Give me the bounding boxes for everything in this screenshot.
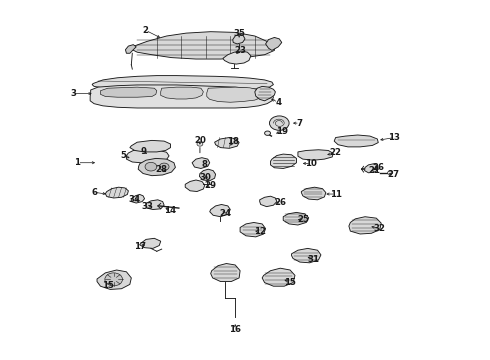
- Text: 26: 26: [372, 163, 384, 172]
- Text: 2: 2: [143, 26, 148, 35]
- Text: 15: 15: [284, 278, 296, 287]
- Text: 33: 33: [141, 202, 153, 211]
- Text: 21: 21: [369, 166, 381, 175]
- Text: 8: 8: [202, 160, 208, 169]
- Text: 10: 10: [305, 159, 317, 168]
- Polygon shape: [283, 212, 309, 225]
- Polygon shape: [301, 187, 326, 200]
- Text: 23: 23: [234, 46, 246, 55]
- Text: 13: 13: [389, 133, 400, 142]
- Polygon shape: [185, 180, 205, 192]
- Polygon shape: [255, 86, 275, 101]
- Text: 1: 1: [74, 158, 80, 167]
- Text: 16: 16: [229, 325, 241, 333]
- Polygon shape: [262, 268, 295, 286]
- Text: 22: 22: [330, 148, 342, 157]
- Polygon shape: [131, 194, 145, 203]
- Polygon shape: [207, 87, 264, 102]
- Polygon shape: [292, 248, 321, 263]
- Text: 20: 20: [194, 136, 206, 145]
- Text: 35: 35: [233, 30, 245, 39]
- Text: 9: 9: [140, 147, 146, 156]
- Text: 11: 11: [330, 189, 342, 199]
- Polygon shape: [199, 169, 216, 181]
- Polygon shape: [233, 34, 245, 44]
- Polygon shape: [365, 164, 378, 173]
- Circle shape: [105, 273, 122, 286]
- Polygon shape: [192, 158, 210, 168]
- Text: 5: 5: [121, 151, 126, 160]
- Polygon shape: [90, 85, 273, 108]
- Polygon shape: [215, 138, 239, 148]
- Text: 26: 26: [274, 198, 286, 207]
- Circle shape: [159, 163, 169, 170]
- Text: 3: 3: [71, 89, 76, 98]
- Polygon shape: [100, 87, 157, 97]
- Text: 15: 15: [102, 282, 114, 290]
- Polygon shape: [266, 37, 282, 50]
- Polygon shape: [210, 204, 230, 217]
- Circle shape: [388, 171, 392, 175]
- Polygon shape: [140, 238, 161, 248]
- Polygon shape: [240, 222, 266, 237]
- Polygon shape: [260, 196, 277, 207]
- Text: 7: 7: [297, 119, 303, 128]
- Text: 25: 25: [298, 215, 310, 224]
- Text: 28: 28: [156, 166, 168, 175]
- Circle shape: [265, 131, 270, 135]
- Text: 17: 17: [134, 242, 146, 251]
- Text: 12: 12: [254, 228, 266, 237]
- Polygon shape: [146, 200, 164, 210]
- Polygon shape: [223, 51, 251, 64]
- Text: 24: 24: [220, 210, 231, 218]
- Polygon shape: [105, 187, 128, 198]
- Polygon shape: [97, 270, 131, 289]
- Polygon shape: [349, 217, 381, 234]
- Polygon shape: [161, 87, 203, 99]
- Polygon shape: [125, 45, 136, 53]
- Text: 18: 18: [227, 138, 239, 147]
- Polygon shape: [138, 158, 175, 176]
- Text: 30: 30: [200, 173, 212, 182]
- Text: 34: 34: [129, 195, 141, 204]
- Text: 4: 4: [275, 98, 281, 107]
- Polygon shape: [270, 154, 296, 168]
- Polygon shape: [92, 76, 273, 90]
- Polygon shape: [334, 135, 378, 147]
- Text: 6: 6: [91, 188, 97, 197]
- Text: 31: 31: [308, 255, 319, 264]
- Polygon shape: [130, 140, 171, 152]
- Polygon shape: [132, 32, 274, 59]
- Text: 29: 29: [205, 181, 217, 189]
- Polygon shape: [126, 149, 169, 163]
- Text: 27: 27: [387, 170, 399, 179]
- Circle shape: [145, 162, 157, 171]
- Polygon shape: [211, 264, 240, 282]
- Polygon shape: [298, 150, 333, 160]
- Text: 14: 14: [165, 206, 176, 215]
- Text: 32: 32: [374, 224, 386, 233]
- Circle shape: [197, 142, 203, 146]
- Circle shape: [270, 116, 289, 130]
- Text: 19: 19: [276, 127, 288, 136]
